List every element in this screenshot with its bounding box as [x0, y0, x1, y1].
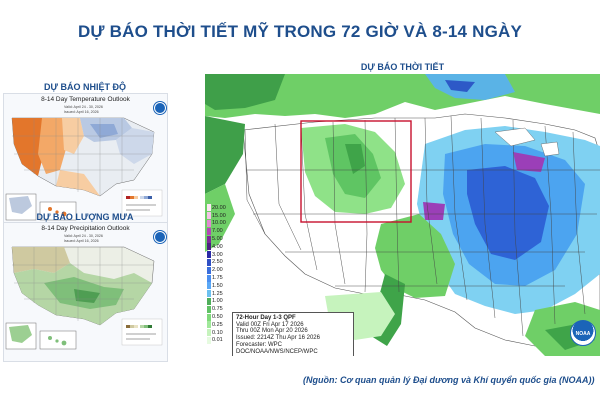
legend-row: 3.00	[207, 251, 235, 259]
outlook-column: DỰ BÁO NHIỆT ĐỘ 8-14 Day Temperature Out…	[0, 52, 170, 362]
precipitation-issued: Issued: April 16, 2026	[64, 238, 99, 243]
highlight-box	[300, 120, 412, 223]
legend-row: 5.00	[207, 235, 235, 243]
legend-value: 1.00	[212, 298, 223, 305]
precipitation-map-graphic	[5, 246, 163, 350]
qpf-panel-title: DỰ BÁO THỜI TIẾT	[360, 62, 445, 72]
legend-row: 0.01	[207, 336, 235, 345]
legend-swatch	[207, 290, 211, 298]
temperature-outlook-map: 8-14 Day Temperature Outlook Valid: Apri…	[3, 93, 168, 233]
legend-value: 0.25	[212, 321, 223, 328]
info-valid: Valid 00Z Fri Apr 17 2026	[236, 321, 304, 328]
info-forecaster: Forecaster: WPC	[236, 341, 283, 348]
noaa-logo-icon	[154, 231, 166, 243]
legend-row: 1.25	[207, 290, 235, 298]
legend-value: 7.00	[212, 228, 223, 235]
precipitation-panel-title: DỰ BÁO LƯỢNG MƯA	[36, 212, 134, 222]
noaa-logo-icon	[154, 102, 166, 114]
legend-swatch	[207, 305, 211, 313]
legend-row: 7.00	[207, 227, 235, 235]
legend-value: 2.00	[212, 267, 223, 274]
legend-swatch	[207, 266, 211, 274]
legend-row: 20.00	[207, 204, 235, 212]
legend-row: 10.00	[207, 219, 235, 228]
precipitation-map-meta: Valid: April 24 - 30, 2026 Issued: April…	[64, 234, 103, 243]
legend-row: 0.10	[207, 329, 235, 337]
legend-row: 2.50	[207, 258, 235, 267]
temperature-valid: Valid: April 24 - 30, 2026	[64, 105, 103, 109]
info-issued: Issued: 2214Z Thu Apr 16 2026	[236, 335, 320, 342]
info-agency: DOC/NOAA/NWS/NCEP/WPC	[236, 348, 318, 355]
legend-swatch	[207, 336, 211, 344]
legend-value: 1.75	[212, 275, 223, 282]
legend-value: 0.10	[212, 329, 223, 336]
legend-row: 0.75	[207, 305, 235, 313]
legend-value: 10.00	[212, 220, 226, 227]
legend-row: 2.00	[207, 266, 235, 274]
legend-swatch	[207, 251, 211, 259]
legend-row: 15.00	[207, 212, 235, 220]
qpf-forecast-map: 20.00 15.00 10.00 7.00 5.00 4.00 3.00 2.50 2.00 1…	[205, 74, 600, 356]
precipitation-outlook-map: 8-14 Day Precipitation Outlook Valid: Ap…	[3, 222, 168, 362]
legend-value: 3.00	[212, 251, 223, 258]
main-title: DỰ BÁO THỜI TIẾT MỸ TRONG 72 GIỜ VÀ 8-14…	[77, 22, 523, 41]
precipitation-map-title: 8-14 Day Precipitation Outlook	[41, 225, 130, 232]
legend-row: 0.25	[207, 321, 235, 329]
legend-row: 4.00	[207, 243, 235, 251]
legend-row: 1.50	[207, 282, 235, 290]
temperature-map-graphic	[5, 117, 163, 221]
legend-swatch	[207, 274, 211, 282]
legend-value: 0.75	[212, 306, 223, 313]
noaa-logo-icon: NOAA	[570, 320, 596, 346]
legend-value: 4.00	[212, 243, 223, 250]
legend-row: 0.50	[207, 313, 235, 321]
legend-swatch	[207, 235, 211, 243]
info-title: 72-Hour Day 1-3 QPF	[236, 315, 296, 321]
temperature-issued: Issued: April 16, 2026	[64, 109, 99, 114]
legend-value: 1.25	[212, 290, 223, 297]
temperature-map-meta: Valid: April 24 - 30, 2026 Issued: April…	[64, 105, 103, 114]
legend-swatch	[207, 313, 211, 321]
legend-swatch	[207, 297, 211, 305]
legend-swatch	[207, 212, 211, 220]
legend-swatch	[207, 321, 211, 329]
legend-row: 1.00	[207, 297, 235, 306]
temperature-map-title: 8-14 Day Temperature Outlook	[41, 96, 130, 103]
legend-row: 1.75	[207, 274, 235, 282]
legend-swatch	[207, 243, 211, 251]
legend-swatch	[207, 282, 211, 290]
temperature-panel-title: DỰ BÁO NHIỆT ĐỘ	[44, 82, 126, 92]
qpf-map-graphic	[205, 74, 600, 356]
legend-value: 2.50	[212, 259, 223, 266]
info-thru: Thru 00Z Mon Apr 20 2026	[236, 328, 308, 335]
legend-value: 0.50	[212, 314, 223, 321]
legend-swatch	[207, 227, 211, 235]
legend-value: 5.00	[212, 236, 223, 243]
source-caption: (Nguồn: Cơ quan quản lý Đại dương và Khí…	[303, 375, 595, 385]
legend-swatch	[207, 204, 211, 212]
legend-value: 20.00	[212, 204, 226, 211]
legend-swatch	[207, 219, 211, 227]
precipitation-valid: Valid: April 24 - 30, 2026	[64, 234, 103, 238]
qpf-legend: 20.00 15.00 10.00 7.00 5.00 4.00 3.00 2.50 2.00 1…	[207, 204, 235, 344]
qpf-info-box: 72-Hour Day 1-3 QPF Valid 00Z Fri Apr 17…	[232, 312, 354, 356]
legend-value: 0.01	[212, 337, 223, 344]
legend-swatch	[207, 258, 211, 266]
legend-value: 1.50	[212, 282, 223, 289]
noaa-logo-text: NOAA	[575, 331, 591, 337]
legend-swatch	[207, 329, 211, 337]
legend-value: 15.00	[212, 212, 226, 219]
